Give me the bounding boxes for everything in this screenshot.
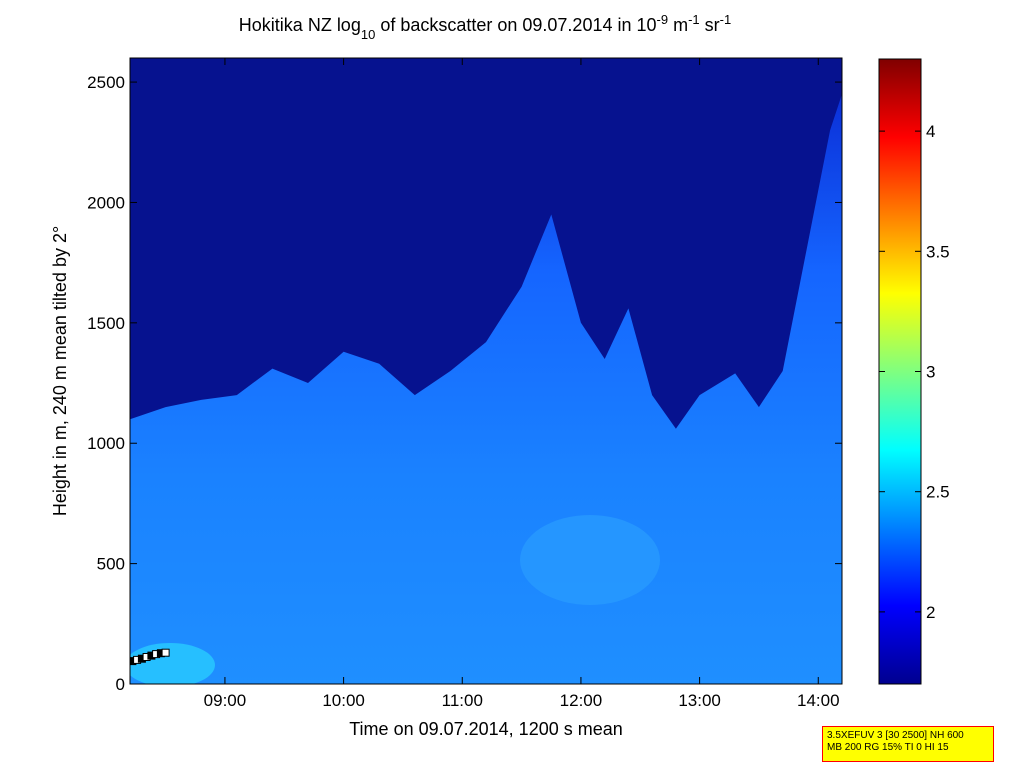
- colorbar: [878, 58, 922, 685]
- info-line-2: MB 200 RG 15% TI 0 HI 15: [827, 742, 949, 753]
- x-tick-label: 12:00: [560, 691, 603, 710]
- y-axis-label: Height in m, 240 m mean tilted by 2°: [50, 226, 70, 516]
- info-box: 3.5XEFUV 3 [30 2500] NH 600 MB 200 RG 15…: [822, 726, 994, 762]
- x-tick-label: 09:00: [204, 691, 247, 710]
- x-tick-label: 14:00: [797, 691, 840, 710]
- near-ground-plume: [130, 643, 215, 684]
- x-axis-label: Time on 09.07.2014, 1200 s mean: [349, 719, 623, 739]
- y-tick-label: 0: [116, 675, 125, 694]
- colorbar-axis: 2 2.5 3 3.5 4: [879, 122, 950, 622]
- y-tick-label: 1500: [87, 314, 125, 333]
- cloud-base-markers: [130, 648, 170, 666]
- y-tick-label: 1000: [87, 434, 125, 453]
- colorbar-tick-label: 3: [926, 363, 935, 382]
- colorbar-tick-label: 2: [926, 603, 935, 622]
- x-tick-label: 13:00: [678, 691, 721, 710]
- x-tick-label: 11:00: [442, 691, 483, 710]
- colorbar-tick-label: 4: [926, 122, 935, 141]
- surface-aerosol-patch: [520, 515, 660, 605]
- colorbar-tick-label: 3.5: [926, 242, 950, 261]
- y-tick-label: 500: [97, 555, 125, 574]
- boundary-layer-region: [130, 94, 842, 684]
- y-axis: 0 500 1000 1500 2000 2500: [87, 73, 842, 694]
- x-axis: 09:00 10:00 11:00 12:00 13:00 14:00: [204, 58, 840, 710]
- info-line-1: 3.5XEFUV 3 [30 2500] NH 600: [827, 730, 964, 741]
- chart-title: Hokitika NZ log10 of backscatter on 09.0…: [239, 12, 731, 42]
- colorbar-tick-label: 2.5: [926, 483, 950, 502]
- y-tick-label: 2500: [87, 73, 125, 92]
- x-tick-label: 10:00: [322, 691, 365, 710]
- plot-frame: [129, 57, 843, 685]
- cloud-base-marker: [161, 648, 170, 657]
- y-tick-label: 2000: [87, 193, 125, 212]
